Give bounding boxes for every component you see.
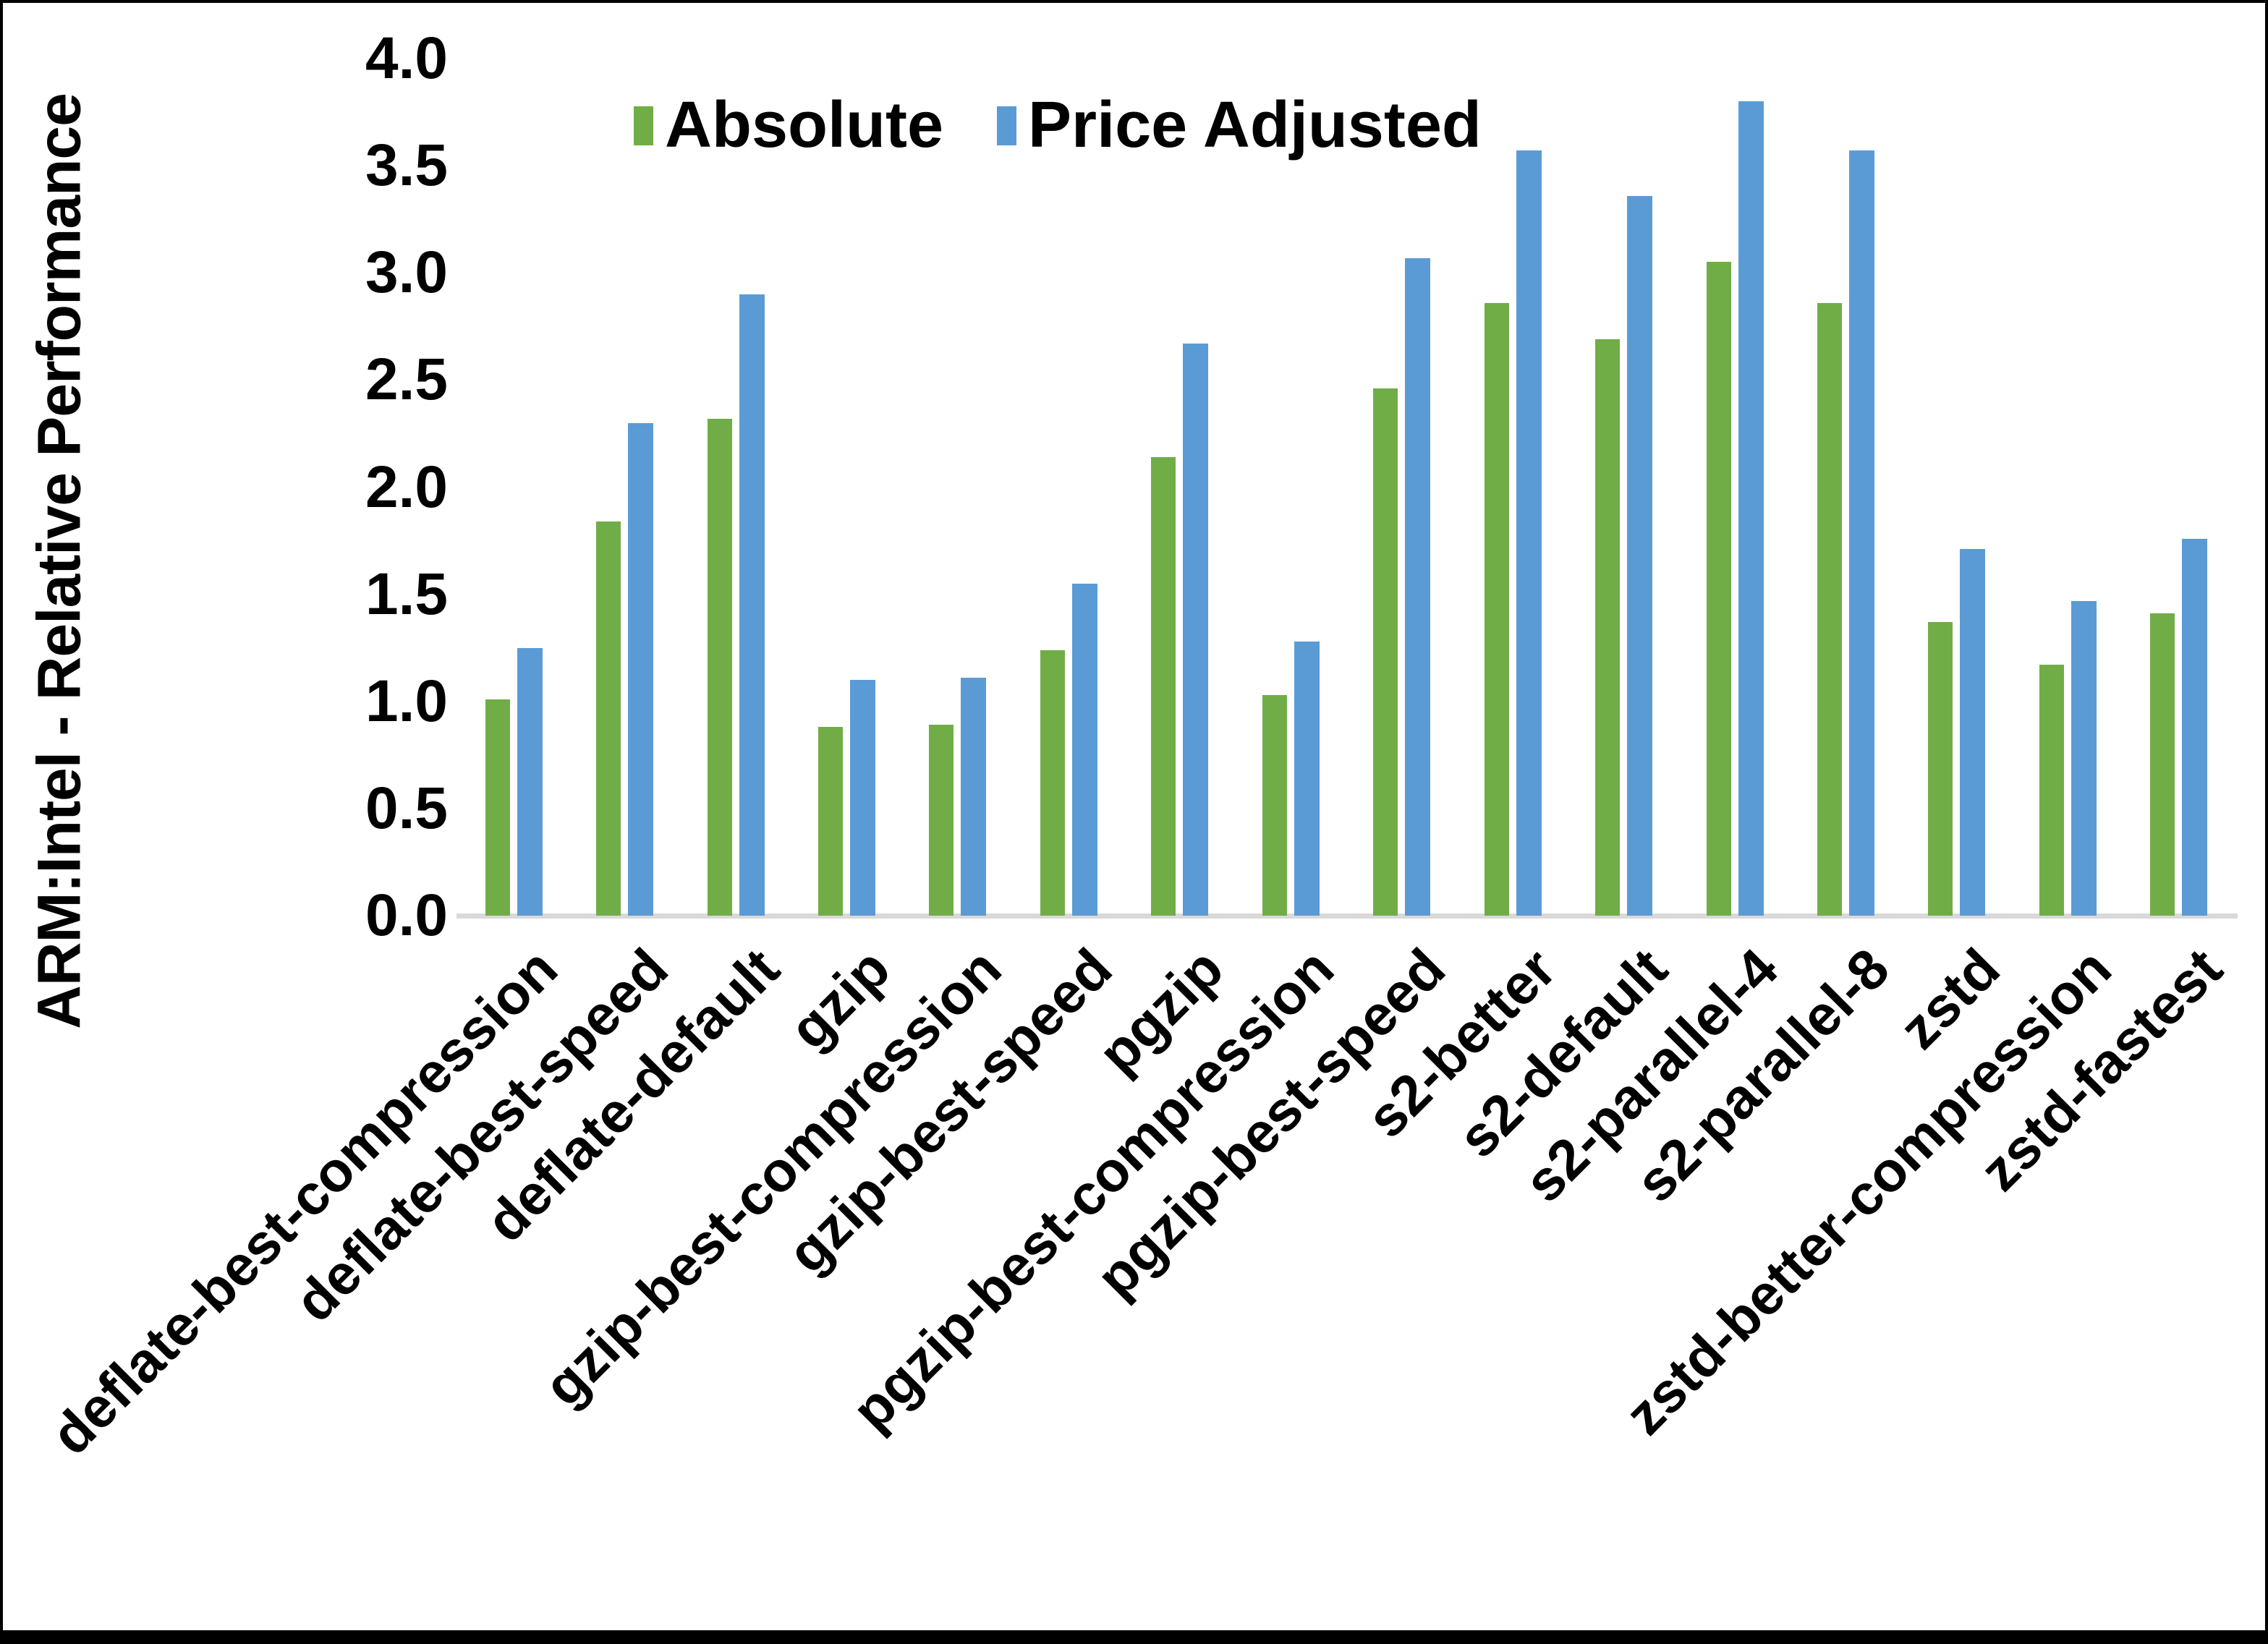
bar-absolute-s2-default bbox=[1595, 339, 1621, 916]
bar-price-adjusted-gzip-best-compression bbox=[961, 678, 987, 916]
bar-price-adjusted-s2-parallel-4 bbox=[1738, 101, 1764, 916]
legend: Absolute Price Adjusted bbox=[634, 88, 1482, 163]
y-tick-label-1.5: 1.5 bbox=[365, 561, 448, 627]
bar-absolute-pgzip bbox=[1151, 457, 1176, 916]
bar-price-adjusted-pgzip-best-speed bbox=[1405, 258, 1431, 916]
bar-absolute-deflate-best-compression bbox=[485, 699, 510, 916]
bar-price-adjusted-zstd-fastest bbox=[2182, 539, 2208, 916]
legend-swatch-price-adjusted bbox=[997, 106, 1017, 145]
y-tick-label-1.0: 1.0 bbox=[365, 668, 448, 734]
legend-swatch-absolute bbox=[634, 106, 653, 145]
bar-price-adjusted-pgzip bbox=[1183, 344, 1209, 916]
bar-price-adjusted-zstd-better-compression bbox=[2070, 601, 2097, 916]
y-tick-label-3.5: 3.5 bbox=[365, 132, 448, 199]
bar-price-adjusted-pgzip-best-compression bbox=[1294, 642, 1320, 916]
y-tick-label-0.0: 0.0 bbox=[365, 882, 448, 948]
bar-absolute-deflate-best-speed bbox=[596, 521, 621, 916]
x-axis-baseline bbox=[456, 913, 2238, 919]
bar-absolute-gzip bbox=[818, 727, 844, 916]
bar-price-adjusted-gzip bbox=[850, 680, 876, 916]
bar-absolute-zstd-fastest bbox=[2150, 613, 2175, 916]
bar-absolute-s2-parallel-4 bbox=[1706, 262, 1731, 916]
bar-absolute-gzip-best-compression bbox=[929, 725, 954, 916]
bar-absolute-deflate-default bbox=[707, 419, 732, 916]
legend-label-absolute: Absolute bbox=[665, 89, 944, 161]
legend-item-price-adjusted: Price Adjusted bbox=[997, 88, 1482, 163]
bar-price-adjusted-zstd bbox=[1960, 549, 1986, 916]
bar-price-adjusted-deflate-best-speed bbox=[628, 423, 654, 916]
y-tick-label-2.0: 2.0 bbox=[365, 453, 448, 520]
legend-item-absolute: Absolute bbox=[634, 88, 943, 163]
y-tick-label-2.5: 2.5 bbox=[365, 346, 448, 413]
bar-price-adjusted-s2-better bbox=[1516, 150, 1542, 916]
y-tick-label-3.0: 3.0 bbox=[365, 239, 448, 306]
window-bottom-edge bbox=[3, 1630, 2265, 1641]
y-tick-label-4.0: 4.0 bbox=[365, 25, 448, 91]
bar-absolute-s2-parallel-8 bbox=[1817, 303, 1842, 916]
legend-label-price-adjusted: Price Adjusted bbox=[1028, 89, 1482, 161]
bar-absolute-zstd-better-compression bbox=[2039, 665, 2064, 916]
bar-price-adjusted-deflate-default bbox=[739, 294, 765, 916]
bar-price-adjusted-deflate-best-compression bbox=[517, 648, 543, 916]
bar-price-adjusted-gzip-best-speed bbox=[1071, 584, 1097, 916]
bar-absolute-pgzip-best-speed bbox=[1373, 388, 1398, 916]
bar-absolute-zstd bbox=[1928, 622, 1953, 916]
y-tick-label-0.5: 0.5 bbox=[365, 775, 448, 841]
bar-absolute-gzip-best-speed bbox=[1040, 650, 1065, 916]
bar-price-adjusted-s2-default bbox=[1627, 196, 1653, 916]
bar-absolute-pgzip-best-compression bbox=[1262, 695, 1287, 916]
bar-absolute-s2-better bbox=[1484, 303, 1509, 916]
bar-price-adjusted-s2-parallel-8 bbox=[1848, 150, 1874, 916]
